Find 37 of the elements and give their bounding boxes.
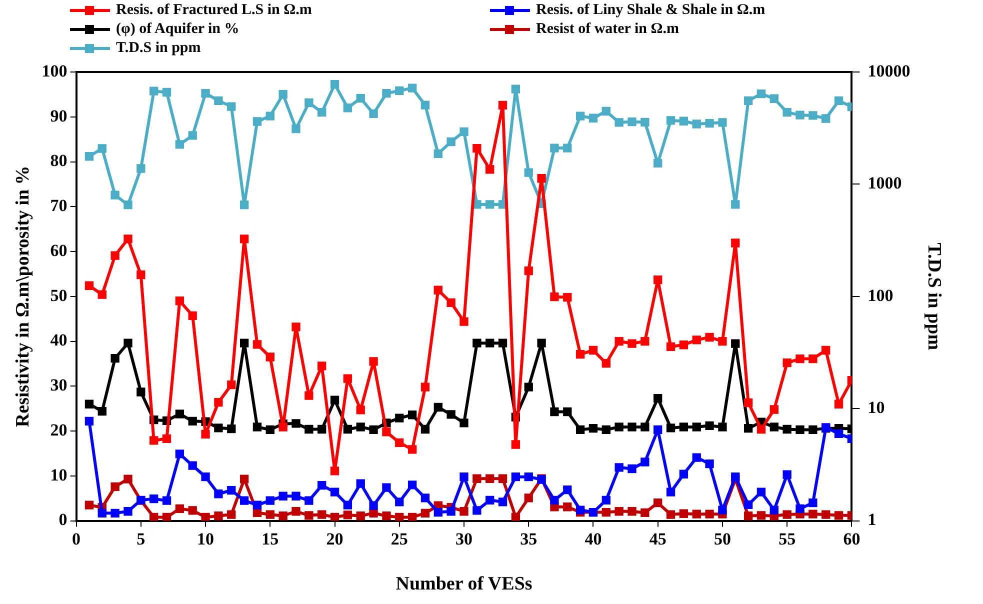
y-tick-label: 70 bbox=[50, 196, 68, 216]
x-tick-label: 45 bbox=[649, 529, 666, 548]
x-tick-label: 40 bbox=[584, 529, 602, 548]
x-tick-label: 5 bbox=[136, 529, 146, 548]
y-tick-label: 40 bbox=[50, 330, 68, 350]
y-tick-label: 0 bbox=[58, 510, 68, 530]
y-tick-label: 10 bbox=[50, 465, 68, 484]
y2-axis-title: T.D.S in ppm bbox=[924, 242, 945, 350]
legend-label: T.D.S in ppm bbox=[116, 40, 201, 57]
x-tick-label: 60 bbox=[843, 529, 860, 548]
legend-label: (φ) of Aquifer in % bbox=[116, 21, 240, 38]
legend-label: Resis. of Liny Shale & Shale in Ω.m bbox=[536, 2, 766, 19]
y-tick-label: 20 bbox=[50, 420, 68, 440]
x-tick-label: 15 bbox=[262, 529, 279, 548]
y-tick-label: 80 bbox=[50, 151, 68, 170]
y2-tick-label: 1 bbox=[868, 510, 876, 530]
x-tick-label: 55 bbox=[778, 529, 796, 548]
y2-tick-label: 1000 bbox=[868, 174, 902, 193]
y-tick-label: 90 bbox=[50, 106, 68, 126]
y-tick-label: 30 bbox=[50, 376, 68, 395]
x-tick-label: 25 bbox=[390, 529, 408, 548]
x-axis-title: Number of VESs bbox=[396, 574, 532, 595]
x-tick-label: 50 bbox=[714, 529, 731, 548]
x-tick-label: 0 bbox=[72, 529, 81, 548]
x-tick-label: 20 bbox=[326, 529, 344, 548]
y2-tick-label: 100 bbox=[868, 286, 894, 305]
legend-label: Resis. of Fractured L.S in Ω.m bbox=[116, 2, 312, 19]
x-tick-label: 30 bbox=[456, 529, 472, 548]
y2-tick-label: 10 bbox=[868, 398, 885, 417]
y-axis-title: Resistivity in Ω.m\porosity in % bbox=[12, 166, 34, 428]
y-tick-label: 100 bbox=[42, 61, 68, 80]
y-tick-label: 50 bbox=[50, 286, 68, 305]
x-tick-label: 10 bbox=[197, 529, 214, 548]
legend-label: Resist of water in Ω.m bbox=[536, 21, 679, 38]
y-tick-label: 60 bbox=[50, 240, 68, 260]
x-tick-label: 35 bbox=[520, 529, 538, 548]
y2-tick-label: 10000 bbox=[868, 61, 910, 80]
